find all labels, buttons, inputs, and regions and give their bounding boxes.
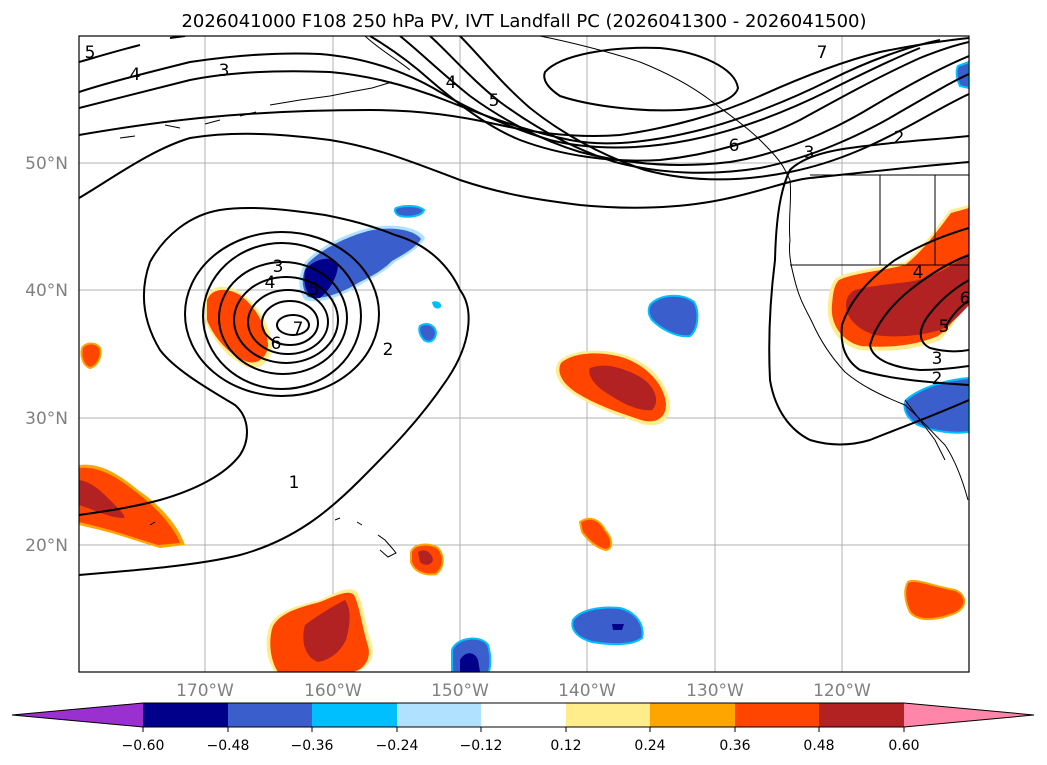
colorbar-tick-label: −0.24 xyxy=(376,738,419,754)
colorbar-tick-label: 0.12 xyxy=(550,738,581,754)
colorbar-tick-label: −0.60 xyxy=(122,738,165,754)
colorbar-tick-label: −0.12 xyxy=(460,738,503,754)
contour-label: 5 xyxy=(489,91,500,111)
colorbar-tick-label: 0.60 xyxy=(888,738,919,754)
colorbar-tick-label: 0.48 xyxy=(803,738,834,754)
colorbar-tick-label: −0.36 xyxy=(291,738,334,754)
lon-label: 150°W xyxy=(431,681,489,701)
lat-label: 30°N xyxy=(25,409,68,429)
colorbar-segment xyxy=(397,703,481,727)
contour-label: 4 xyxy=(913,263,924,283)
contour-label: 3 xyxy=(932,349,943,369)
contour-label: 6 xyxy=(271,334,282,354)
map-area: 5 4 3 4 5 6 7 3 2 3 4 5 6 7 2 1 4 5 3 2 … xyxy=(79,36,971,672)
colorbar-segment xyxy=(228,703,312,727)
colorbar-segment xyxy=(650,703,735,727)
lat-label: 50°N xyxy=(25,154,68,174)
lat-label: 40°N xyxy=(25,281,68,301)
latitude-labels: 50°N 40°N 30°N 20°N xyxy=(25,154,68,556)
contour-label: 5 xyxy=(309,280,320,300)
colorbar-segment xyxy=(566,703,650,727)
contour-label: 1 xyxy=(289,473,300,493)
colorbar-segment xyxy=(312,703,397,727)
contour-label: 2 xyxy=(383,340,394,360)
lon-label: 170°W xyxy=(176,681,234,701)
pv-contours xyxy=(79,36,969,576)
colorbar-segment xyxy=(481,703,566,727)
colorbar-segment xyxy=(735,703,819,727)
lat-label: 20°N xyxy=(25,536,68,556)
colorbar-segment xyxy=(819,703,904,727)
contour-label: 2 xyxy=(932,369,943,389)
contour-label: 6 xyxy=(960,289,971,309)
contour-label: 3 xyxy=(273,257,284,277)
contour-label: 2 xyxy=(894,128,905,148)
contour-label: 4 xyxy=(130,65,141,85)
colorbar-tick-label: 0.36 xyxy=(719,738,750,754)
contour-label: 7 xyxy=(293,319,304,339)
lon-label: 120°W xyxy=(813,681,871,701)
colorbar-tick-label: 0.24 xyxy=(634,738,665,754)
contour-label: 3 xyxy=(219,61,230,81)
colorbar: −0.60 −0.48 −0.36 −0.24 −0.12 0.12 0.24 … xyxy=(11,702,1035,754)
contour-label: 4 xyxy=(446,73,457,93)
colorbar-extend-high xyxy=(904,703,1034,727)
colorbar-ticks xyxy=(142,727,905,732)
colorbar-segment xyxy=(143,703,228,727)
lon-label: 130°W xyxy=(686,681,744,701)
contour-labels: 5 4 3 4 5 6 7 3 2 3 4 5 6 7 2 1 4 5 3 2 … xyxy=(85,43,971,493)
contour-label: 5 xyxy=(85,43,96,63)
longitude-labels: 170°W 160°W 150°W 140°W 130°W 120°W xyxy=(176,681,871,701)
ivt-negative-anomalies xyxy=(299,60,969,672)
colorbar-tick-label: −0.48 xyxy=(207,738,250,754)
contour-label: 7 xyxy=(817,43,828,63)
lon-label: 160°W xyxy=(304,681,362,701)
coastlines xyxy=(119,36,969,558)
contour-label: 6 xyxy=(729,136,740,156)
contour-label: 5 xyxy=(939,317,950,337)
plot-title: 2026041000 F108 250 hPa PV, IVT Landfall… xyxy=(181,11,866,32)
colorbar-extend-low xyxy=(12,703,143,727)
contour-label: 3 xyxy=(804,143,815,163)
map-frame xyxy=(78,35,970,673)
contour-label: 4 xyxy=(265,273,276,293)
lon-label: 140°W xyxy=(558,681,616,701)
